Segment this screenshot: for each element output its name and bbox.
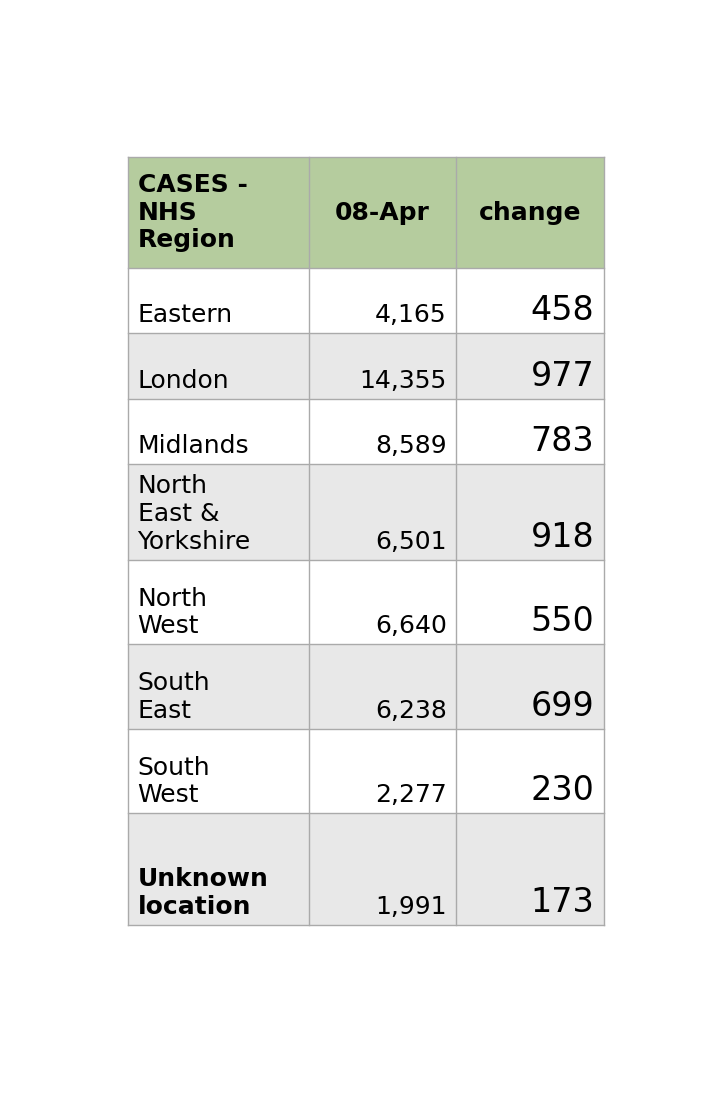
Bar: [128, 813, 309, 925]
Text: South
West: South West: [138, 755, 210, 808]
Text: South
East: South East: [138, 671, 210, 723]
Bar: [309, 560, 456, 644]
Bar: [128, 269, 309, 333]
Bar: [309, 729, 456, 813]
Text: 458: 458: [531, 295, 594, 328]
Bar: [456, 560, 604, 644]
Bar: [309, 464, 456, 560]
Bar: [128, 644, 309, 729]
Text: Unknown
location: Unknown location: [138, 867, 268, 918]
Bar: [456, 269, 604, 333]
Bar: [128, 399, 309, 464]
Bar: [128, 729, 309, 813]
Bar: [309, 157, 456, 269]
Text: 699: 699: [531, 689, 594, 723]
Bar: [128, 333, 309, 399]
Bar: [309, 399, 456, 464]
Text: North
West: North West: [138, 586, 208, 638]
Bar: [456, 157, 604, 269]
Text: 08-Apr: 08-Apr: [335, 201, 430, 225]
Text: change: change: [479, 201, 581, 225]
Text: London: London: [138, 368, 229, 392]
Text: 4,165: 4,165: [375, 304, 447, 328]
Bar: [456, 644, 604, 729]
Text: 6,501: 6,501: [376, 529, 447, 553]
Text: 977: 977: [531, 359, 594, 392]
Text: 173: 173: [531, 886, 594, 918]
Text: 14,355: 14,355: [360, 368, 447, 392]
Text: North
East &
Yorkshire: North East & Yorkshire: [138, 475, 251, 553]
Text: Eastern: Eastern: [138, 304, 233, 328]
Text: 550: 550: [531, 605, 594, 638]
Bar: [128, 560, 309, 644]
Text: 6,640: 6,640: [375, 615, 447, 638]
Bar: [128, 157, 309, 269]
Bar: [456, 813, 604, 925]
Text: 783: 783: [531, 425, 594, 458]
Bar: [309, 333, 456, 399]
Bar: [456, 399, 604, 464]
Bar: [128, 464, 309, 560]
Bar: [456, 333, 604, 399]
Bar: [309, 269, 456, 333]
Text: 2,277: 2,277: [375, 784, 447, 808]
Bar: [309, 644, 456, 729]
Text: 230: 230: [531, 774, 594, 808]
Bar: [456, 464, 604, 560]
Bar: [456, 729, 604, 813]
Text: Midlands: Midlands: [138, 434, 249, 458]
Text: 6,238: 6,238: [375, 699, 447, 723]
Bar: [309, 813, 456, 925]
Text: CASES -
NHS
Region: CASES - NHS Region: [138, 173, 247, 252]
Text: 8,589: 8,589: [375, 434, 447, 458]
Text: 1,991: 1,991: [376, 894, 447, 918]
Text: 918: 918: [531, 521, 594, 553]
